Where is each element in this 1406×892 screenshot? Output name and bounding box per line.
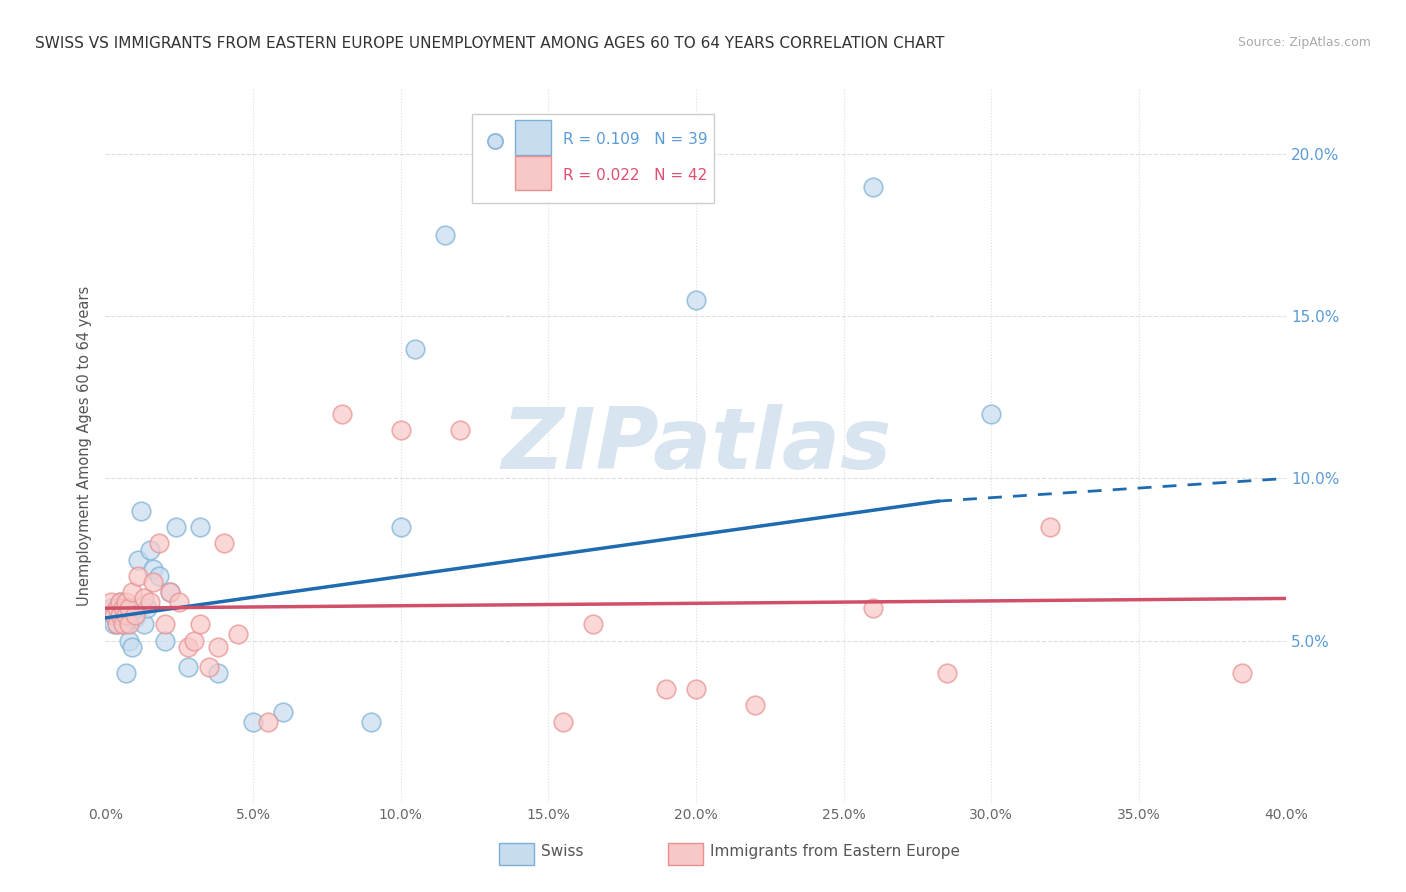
Point: [105, 601, 128, 615]
Point: [330, 407, 353, 421]
Point: [153, 633, 176, 648]
Point: [197, 659, 219, 673]
Point: [360, 714, 382, 729]
Point: [256, 714, 278, 729]
Point: [135, 601, 157, 615]
Point: [112, 617, 135, 632]
Point: [103, 607, 125, 622]
Point: [242, 714, 264, 729]
Point: [118, 607, 141, 622]
Point: [980, 407, 1002, 421]
Point: [1230, 666, 1253, 681]
Point: [110, 595, 132, 609]
Point: [153, 617, 176, 632]
Point: [183, 633, 205, 648]
Point: [100, 595, 122, 609]
Point: [115, 595, 138, 609]
Point: [142, 575, 165, 590]
Point: [389, 520, 412, 534]
Point: [132, 617, 155, 632]
Point: [100, 601, 122, 615]
Point: [148, 568, 170, 582]
FancyBboxPatch shape: [515, 120, 551, 154]
Point: [129, 504, 152, 518]
Point: [935, 666, 957, 681]
Point: [115, 617, 138, 632]
Point: [124, 607, 146, 622]
Point: [105, 601, 128, 615]
Point: [744, 698, 766, 713]
Point: [124, 611, 146, 625]
Point: [207, 666, 229, 681]
Text: SWISS VS IMMIGRANTS FROM EASTERN EUROPE UNEMPLOYMENT AMONG AGES 60 TO 64 YEARS C: SWISS VS IMMIGRANTS FROM EASTERN EUROPE …: [35, 36, 945, 51]
Point: [105, 617, 128, 632]
Point: [165, 520, 187, 534]
Point: [121, 611, 143, 625]
Y-axis label: Unemployment Among Ages 60 to 64 years: Unemployment Among Ages 60 to 64 years: [77, 285, 93, 607]
Text: Immigrants from Eastern Europe: Immigrants from Eastern Europe: [710, 845, 960, 859]
Point: [127, 552, 149, 566]
Text: Source: ZipAtlas.com: Source: ZipAtlas.com: [1237, 36, 1371, 49]
Point: [177, 659, 200, 673]
FancyBboxPatch shape: [471, 114, 714, 203]
Point: [862, 179, 884, 194]
Text: Swiss: Swiss: [541, 845, 583, 859]
Point: [177, 640, 200, 654]
Point: [188, 520, 211, 534]
Point: [112, 617, 135, 632]
Point: [389, 423, 412, 437]
Point: [449, 423, 471, 437]
Point: [148, 536, 170, 550]
Point: [271, 705, 294, 719]
Point: [118, 601, 141, 615]
Text: R = 0.022   N = 42: R = 0.022 N = 42: [562, 168, 707, 183]
Point: [103, 617, 125, 632]
Point: [112, 601, 135, 615]
Point: [118, 633, 141, 648]
Point: [110, 607, 132, 622]
Point: [685, 682, 707, 697]
Point: [434, 228, 457, 243]
Point: [121, 585, 143, 599]
Text: R = 0.109   N = 39: R = 0.109 N = 39: [562, 132, 707, 146]
Point: [110, 607, 132, 622]
Point: [138, 542, 162, 557]
Point: [132, 591, 155, 606]
Point: [115, 601, 138, 615]
Point: [110, 595, 132, 609]
Point: [685, 293, 707, 307]
Point: [118, 617, 141, 632]
Point: [1039, 520, 1062, 534]
Point: [115, 607, 138, 622]
Point: [226, 627, 250, 641]
Point: [188, 617, 211, 632]
Text: ZIPatlas: ZIPatlas: [501, 404, 891, 488]
Point: [655, 682, 678, 697]
Point: [115, 666, 138, 681]
FancyBboxPatch shape: [515, 156, 551, 190]
Point: [138, 595, 162, 609]
Point: [862, 601, 884, 615]
Point: [551, 714, 574, 729]
Point: [121, 640, 143, 654]
Point: [159, 585, 181, 599]
Point: [159, 585, 181, 599]
Point: [103, 607, 125, 622]
Point: [405, 342, 427, 356]
Point: [142, 562, 165, 576]
Point: [105, 617, 128, 632]
Point: [169, 595, 191, 609]
Point: [112, 601, 135, 615]
Point: [127, 568, 149, 582]
Point: [207, 640, 229, 654]
Point: [212, 536, 235, 550]
Point: [581, 617, 603, 632]
